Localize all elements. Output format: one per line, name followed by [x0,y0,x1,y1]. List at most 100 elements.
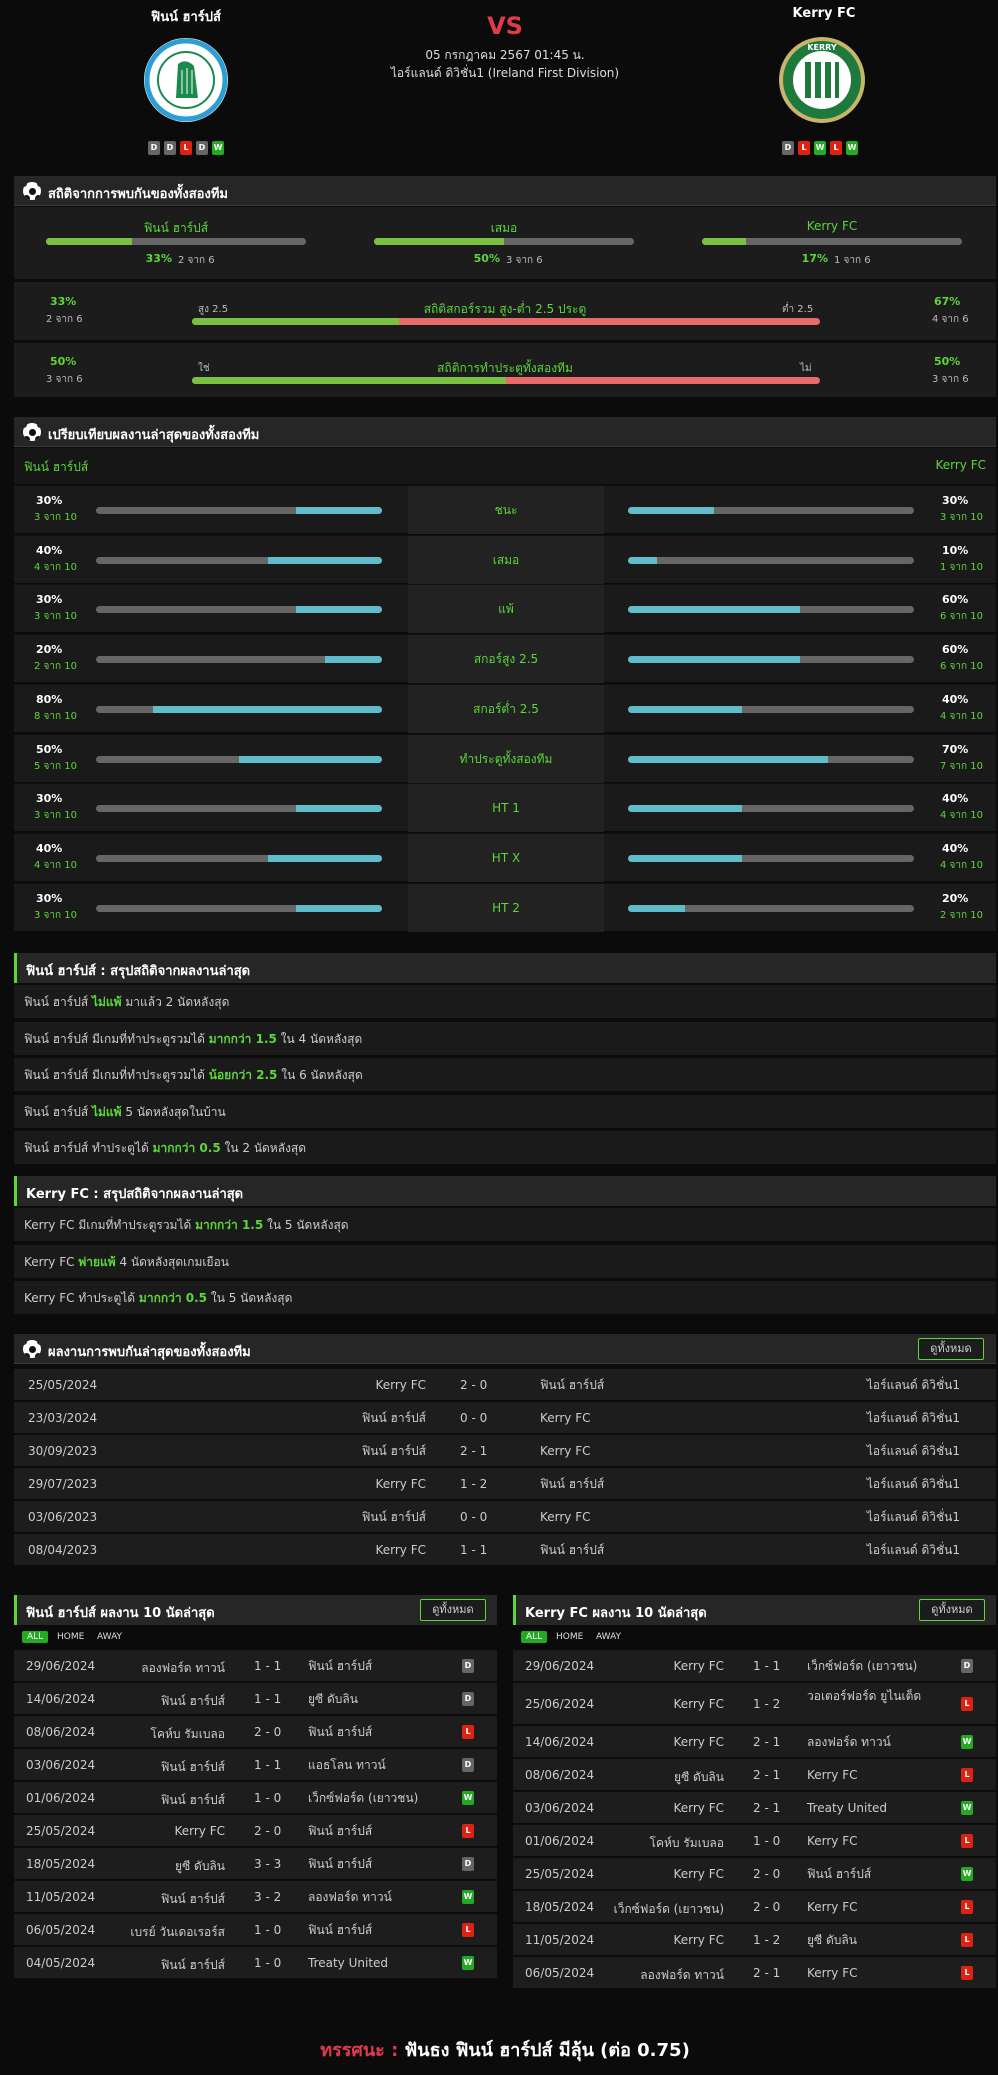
home-bar-fill [296,507,382,514]
home-form-badge: W [212,141,224,155]
home-bar-fill [267,854,382,862]
summary-highlight: ไม่แพ้ [91,1104,122,1119]
last10-away-team: ลองฟอร์ด ทาวน์ [308,1890,392,1904]
last10-row[interactable]: 03/06/2024 ฟินน์ ฮาร์ปส์ 1 - 1 แอธโลน ทาวน์… [14,1748,497,1780]
summary-highlight: ไม่แพ้ [91,995,122,1009]
view-all-h2h-button[interactable]: ดูทั้งหมด [918,1338,984,1360]
last10-score: 1 - 0 [254,1923,282,1937]
away-team-logo: KERRY [779,37,865,123]
home-bar-fill [153,705,382,713]
last10-home-team: ฟินน์ ฮาร์ปส์ [160,1958,225,1972]
h2h-result-row[interactable]: 08/04/2023 Kerry FC 1 - 1 ฟินน์ ฮาร์ปส์ ไอร์… [14,1533,996,1565]
last10-row[interactable]: 18/05/2024 ยูซี ดับลิน 3 - 3 ฟินน์ ฮาร์ปส์ D [14,1847,497,1879]
soccer-ball-icon [23,423,41,441]
away-last10-header: Kerry FC ผลงาน 10 นัดล่าสุด ดูทั้งหมด [513,1595,996,1625]
h2h-result-row[interactable]: 03/06/2023 ฟินน์ ฮาร์ปส์ 0 - 0 Kerry FC ไอร์… [14,1500,996,1532]
last10-home-team: ยูซี ดับลิน [175,1859,225,1873]
away-form-badge: D [782,141,794,155]
home-bar-fill [239,755,382,763]
last10-row[interactable]: 11/05/2024 ฟินน์ ฮาร์ปส์ 3 - 2 ลองฟอร์ด ทาว… [14,1880,497,1912]
last10-home-team: โคห์บ รัมเบลอ [150,1727,225,1741]
last10-row[interactable]: 14/06/2024 ฟินน์ ฮาร์ปส์ 1 - 1 ยูซี ดับลิน D [14,1682,497,1714]
last10-date: 08/06/2024 [26,1725,96,1739]
summary-line: ฟินน์ ฮาร์ปส์ ไม่แพ้ 5 นัดหลังสุดในบ้าน [14,1093,996,1128]
summary-line: Kerry FC มีเกมที่ทำประตูรวมได้ มากกว่า 1… [14,1207,996,1241]
bts-yes-label: ใช่ [198,363,210,374]
home-bar-fill [267,556,382,564]
last10-date: 14/06/2024 [26,1692,96,1706]
compare-away-name: Kerry FC [935,458,986,472]
h2h-date: 08/04/2023 [28,1543,98,1557]
result-badge: W [462,1890,474,1904]
tab-all[interactable]: ALL [22,1631,49,1643]
prediction: ทรรศนะ : ฟันธง ฟินน์ ฮาร์ปส์ มีลุ้น (ต่อ… [0,2035,998,2064]
last10-row[interactable]: 25/06/2024 Kerry FC 1 - 2 วอเตอร์ฟอร์ด ยูไน… [513,1682,996,1724]
last10-row[interactable]: 18/05/2024 เว็กซ์ฟอร์ด (เยาวชน) 2 - 0 Kerry… [513,1890,996,1922]
compare-header: เปรียบเทียบผลงานล่าสุดของทั้งสองทีม [14,417,996,447]
away-bar-fill [628,606,800,614]
away-bar-fill [628,854,743,862]
last10-row[interactable]: 11/05/2024 Kerry FC 1 - 2 ยูซี ดับลิน L [513,1923,996,1955]
tab-all[interactable]: ALL [521,1631,548,1643]
result-badge: D [462,1857,474,1871]
h2h-away-team: ฟินน์ ฮาร์ปส์ [540,1543,605,1557]
h2h-away-team: ฟินน์ ฮาร์ปส์ [540,1477,605,1491]
tab-home[interactable]: HOME [57,1632,85,1642]
last10-row[interactable]: 08/06/2024 โคห์บ รัมเบลอ 2 - 0 ฟินน์ ฮาร์ปส… [14,1715,497,1747]
home-form-badge: D [148,141,160,155]
summary-highlight: มากกว่า 1.5 [195,1218,264,1232]
last10-row[interactable]: 04/05/2024 ฟินน์ ฮาร์ปส์ 1 - 0 Treaty Unite… [14,1946,497,1978]
away-bar-fill [628,755,829,763]
away-pct: 60% [942,643,969,657]
home-pct: 30% [36,494,63,507]
home-count: 3 จาก 10 [34,512,77,523]
h2h-league: ไอร์แลนด์ ดิวิชั่น1 [866,1411,960,1425]
last10-row[interactable]: 25/05/2024 Kerry FC 2 - 0 ฟินน์ ฮาร์ปส์ L [14,1814,497,1846]
compare-label: สกอร์ต่ำ 2.5 [408,684,604,733]
tab-home[interactable]: HOME [556,1632,584,1642]
last10-row[interactable]: 29/06/2024 ลองฟอร์ด ทาวน์ 1 - 1 ฟินน์ ฮาร์ป… [14,1649,497,1681]
bts-bar-fill [192,377,506,384]
result-badge: D [462,1758,474,1772]
summary-text: ฟินน์ ฮาร์ปส์ [24,995,92,1009]
result-badge: L [961,1768,973,1782]
last10-home-team: Kerry FC [174,1824,225,1838]
h2h-stat-count: 2 จาก 6 [178,255,215,266]
h2h-score: 0 - 0 [460,1510,488,1524]
h2h-score: 2 - 1 [460,1444,488,1458]
last10-row[interactable]: 01/06/2024 โคห์บ รัมเบลอ 1 - 0 Kerry FC L [513,1824,996,1856]
view-all-home-button[interactable]: ดูทั้งหมด [420,1599,486,1621]
over-label: สูง 2.5 [198,304,229,315]
away-summary-title: Kerry FC : สรุปสถิติจากผลงานล่าสุด [26,1187,244,1202]
last10-row[interactable]: 14/06/2024 Kerry FC 2 - 1 ลองฟอร์ด ทาวน์ W [513,1725,996,1757]
home-form-badge: L [180,141,192,155]
prediction-label: ทรรศนะ [320,2040,385,2061]
tab-away[interactable]: AWAY [596,1632,622,1642]
last10-row[interactable]: 01/06/2024 ฟินน์ ฮาร์ปส์ 1 - 0 เว็กซ์ฟอร์ด … [14,1781,497,1813]
home-team-name[interactable]: ฟินน์ ฮาร์ปส์ [151,10,221,25]
h2h-result-row[interactable]: 29/07/2023 Kerry FC 1 - 2 ฟินน์ ฮาร์ปส์ ไอร์… [14,1467,996,1499]
h2h-result-row[interactable]: 25/05/2024 Kerry FC 2 - 0 ฟินน์ ฮาร์ปส์ ไอร์… [14,1368,996,1400]
last10-row[interactable]: 25/05/2024 Kerry FC 2 - 0 ฟินน์ ฮาร์ปส์ W [513,1857,996,1889]
last10-score: 2 - 0 [254,1824,282,1838]
last10-date: 06/05/2024 [525,1966,595,1980]
view-all-away-button[interactable]: ดูทั้งหมด [919,1599,985,1621]
compare-label: เสมอ [408,535,604,584]
soccer-ball-icon [23,182,41,200]
last10-score: 2 - 1 [753,1735,781,1749]
last10-row[interactable]: 06/05/2024 ลองฟอร์ด ทาวน์ 2 - 1 Kerry FC L [513,1956,996,1988]
tab-away[interactable]: AWAY [97,1632,123,1642]
last10-row[interactable]: 08/06/2024 ยูซี ดับลิน 2 - 1 Kerry FC L [513,1758,996,1790]
away-count: 4 จาก 10 [940,859,983,871]
home-pct: 30% [36,792,63,806]
away-team-name[interactable]: Kerry FC [792,6,856,21]
h2h-stat-bar-fill [46,238,132,245]
h2h-result-row[interactable]: 30/09/2023 ฟินน์ ฮาร์ปส์ 2 - 1 Kerry FC ไอร์… [14,1434,996,1466]
last10-row[interactable]: 29/06/2024 Kerry FC 1 - 1 เว็กซ์ฟอร์ด (เยาว… [513,1649,996,1681]
h2h-result-row[interactable]: 23/03/2024 ฟินน์ ฮาร์ปส์ 0 - 0 Kerry FC ไอร์… [14,1401,996,1433]
compare-label: แพ้ [408,585,604,634]
last10-row[interactable]: 03/06/2024 Kerry FC 2 - 1 Treaty United W [513,1791,996,1823]
h2h-away-team: Kerry FC [540,1444,591,1458]
last10-row[interactable]: 06/05/2024 เบรย์ วันเดอเรอร์ส 1 - 0 ฟินน์ ฮ… [14,1913,497,1945]
